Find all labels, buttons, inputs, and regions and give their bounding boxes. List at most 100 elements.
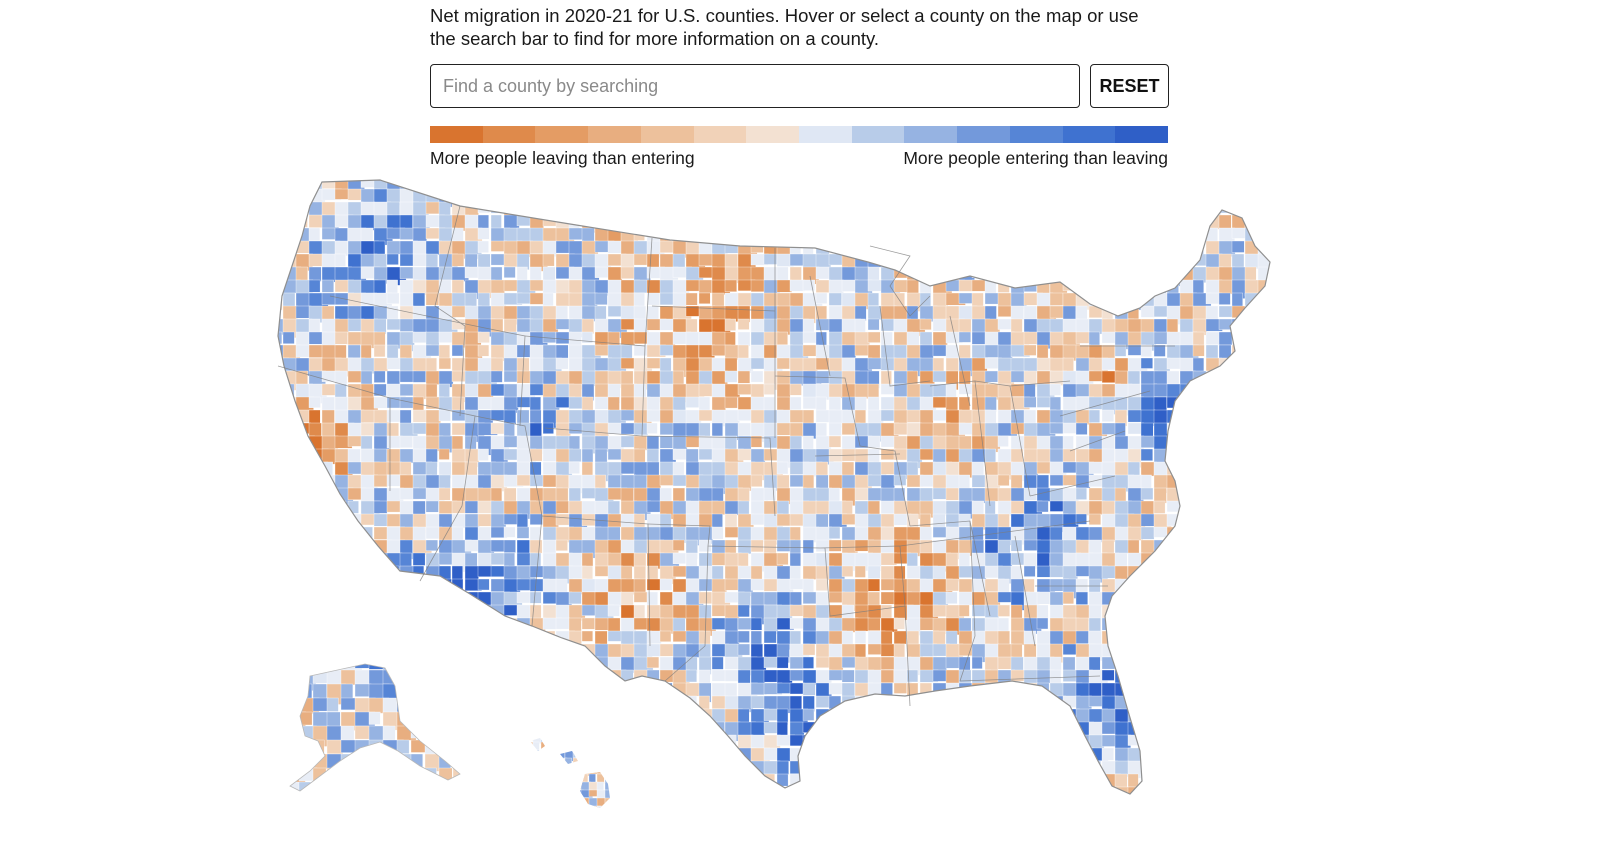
county-cell[interactable] (334, 630, 352, 648)
county-cell[interactable] (382, 781, 400, 799)
county-cell[interactable] (282, 682, 300, 695)
county-cell[interactable] (790, 800, 803, 811)
county-cell[interactable] (997, 591, 1013, 603)
county-cell[interactable] (438, 669, 453, 689)
county-cell[interactable] (867, 201, 884, 218)
county-cell[interactable] (581, 552, 594, 567)
county-cell[interactable] (750, 331, 765, 346)
county-cell[interactable] (1153, 643, 1166, 664)
county-cell[interactable] (867, 176, 880, 195)
county-cell[interactable] (945, 734, 961, 753)
county-cell[interactable] (1010, 669, 1025, 682)
county-cell[interactable] (659, 708, 676, 725)
county-cell[interactable] (971, 201, 989, 220)
county-cell[interactable] (1218, 721, 1233, 740)
county-cell[interactable] (1231, 734, 1249, 749)
county-cell[interactable] (477, 604, 492, 619)
county-cell[interactable] (867, 279, 883, 292)
county-cell[interactable] (1231, 370, 1245, 391)
county-cell[interactable] (412, 773, 426, 792)
county-cell[interactable] (295, 487, 314, 501)
county-cell[interactable] (334, 526, 351, 543)
county-cell[interactable] (613, 750, 621, 761)
county-cell[interactable] (958, 253, 970, 269)
county-cell[interactable] (270, 513, 282, 528)
county-cell[interactable] (451, 695, 464, 710)
county-cell[interactable] (1192, 656, 1212, 672)
county-cell[interactable] (919, 201, 932, 216)
county-cell[interactable] (1218, 435, 1236, 451)
county-cell[interactable] (841, 669, 855, 683)
county-cell[interactable] (516, 786, 537, 802)
county-cell[interactable] (1114, 617, 1130, 633)
county-cell[interactable] (581, 708, 600, 720)
county-cell[interactable] (997, 773, 1016, 790)
county-cell[interactable] (334, 643, 353, 656)
county-cell[interactable] (685, 669, 697, 683)
county-cell[interactable] (711, 669, 727, 682)
county-cell[interactable] (841, 708, 854, 722)
county-cell[interactable] (270, 176, 281, 195)
county-cell[interactable] (815, 279, 831, 293)
county-cell[interactable] (737, 344, 749, 360)
county-cell[interactable] (373, 370, 386, 383)
county-cell[interactable] (613, 782, 624, 793)
county-cell[interactable] (490, 734, 503, 750)
county-cell[interactable] (1166, 656, 1181, 672)
county-cell[interactable] (321, 604, 335, 619)
county-cell[interactable] (477, 643, 490, 662)
county-cell[interactable] (659, 734, 676, 747)
county-cell[interactable] (399, 682, 415, 697)
county-cell[interactable] (1036, 734, 1048, 752)
county-cell[interactable] (711, 176, 723, 189)
county-cell[interactable] (1166, 370, 1180, 385)
county-cell[interactable] (646, 176, 659, 196)
county-cell[interactable] (906, 422, 922, 437)
county-cell[interactable] (1050, 800, 1069, 811)
county-cell[interactable] (1244, 500, 1262, 516)
county-cell[interactable] (841, 201, 856, 216)
county-cell[interactable] (1153, 552, 1170, 568)
county-cell[interactable] (503, 643, 517, 660)
county-cell[interactable] (1153, 578, 1174, 598)
county-cell[interactable] (1218, 474, 1232, 490)
county-cell[interactable] (386, 344, 399, 360)
county-cell[interactable] (1192, 422, 1211, 441)
county-cell[interactable] (789, 214, 806, 232)
county-cell[interactable] (295, 344, 311, 358)
county-cell[interactable] (750, 370, 764, 383)
county-cell[interactable] (452, 697, 474, 716)
county-cell[interactable] (1101, 292, 1116, 306)
county-cell[interactable] (919, 682, 932, 699)
county-cell[interactable] (308, 500, 320, 519)
county-cell[interactable] (1075, 487, 1087, 500)
county-cell[interactable] (971, 461, 984, 478)
county-cell[interactable] (516, 643, 536, 658)
county-cell[interactable] (880, 786, 900, 801)
county-cell[interactable] (588, 734, 601, 745)
county-cell[interactable] (1101, 201, 1119, 220)
county-cell[interactable] (932, 682, 948, 701)
county-cell[interactable] (1023, 747, 1041, 762)
county-cell[interactable] (698, 773, 717, 790)
county-cell[interactable] (1115, 800, 1131, 819)
county-cell[interactable] (542, 461, 559, 475)
county-cell[interactable] (1271, 761, 1289, 776)
county-cell[interactable] (1101, 565, 1117, 579)
county-cell[interactable] (542, 176, 556, 195)
county-cell[interactable] (750, 188, 768, 202)
county-cell[interactable] (334, 253, 346, 267)
county-cell[interactable] (607, 500, 620, 516)
county-cell[interactable] (646, 721, 664, 739)
county-cell[interactable] (308, 565, 327, 584)
county-cell[interactable] (659, 630, 672, 642)
county-cell[interactable] (1231, 617, 1250, 632)
county-cell[interactable] (1271, 449, 1286, 463)
county-cell[interactable] (1244, 487, 1259, 507)
county-cell[interactable] (412, 786, 427, 798)
county-cell[interactable] (564, 789, 573, 798)
county-cell[interactable] (412, 331, 427, 343)
county-cell[interactable] (282, 448, 301, 465)
county-cell[interactable] (1127, 617, 1140, 634)
county-cell[interactable] (828, 526, 841, 539)
